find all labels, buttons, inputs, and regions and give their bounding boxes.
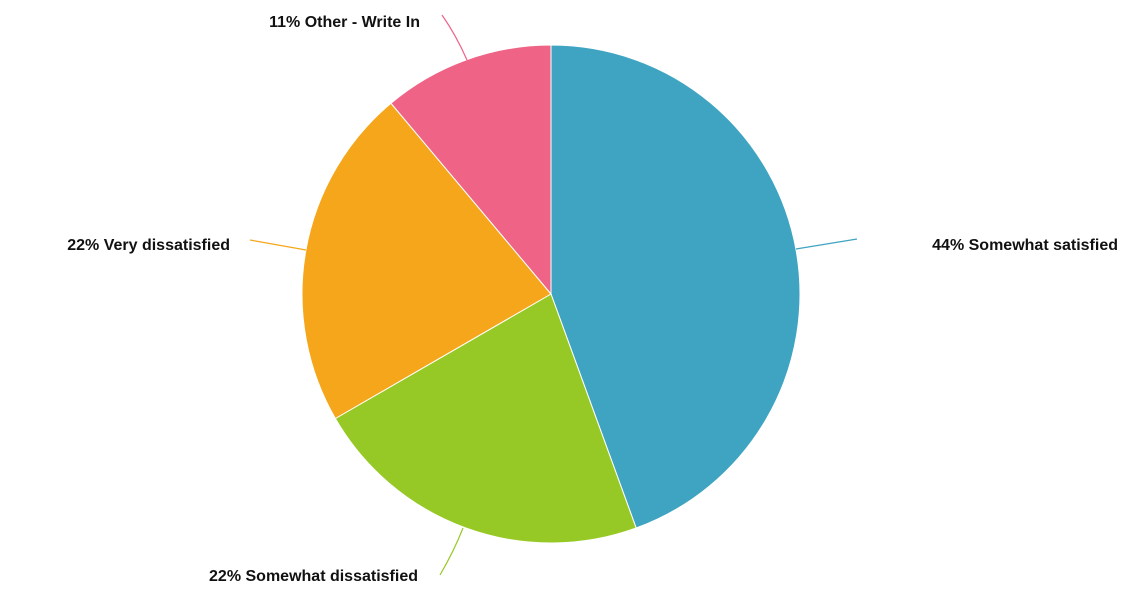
labels-layer: 44% Somewhat satisfied 22% Somewhat dissa… <box>67 14 1118 585</box>
leaders-layer <box>249 14 858 576</box>
pie-slice-very-dissatisfied <box>301 102 552 420</box>
slice-label-very-dissatisfied: 22% Very dissatisfied <box>67 237 230 254</box>
pie-slice-somewhat-dissatisfied <box>334 293 637 544</box>
slices-layer <box>301 44 801 544</box>
leader-line-somewhat-satisfied <box>795 238 858 250</box>
pie-slice-other-write-in <box>390 44 552 296</box>
leader-line-very-dissatisfied <box>249 239 307 251</box>
leader-line-other-write-in <box>441 14 468 61</box>
pie-slice-somewhat-satisfied <box>550 44 801 529</box>
slice-label-somewhat-satisfied: 44% Somewhat satisfied <box>932 237 1118 254</box>
slice-label-somewhat-dissatisfied: 22% Somewhat dissatisfied <box>209 568 418 585</box>
leader-line-somewhat-dissatisfied <box>439 527 464 576</box>
slice-label-other-write-in: 11% Other - Write In <box>269 14 420 31</box>
